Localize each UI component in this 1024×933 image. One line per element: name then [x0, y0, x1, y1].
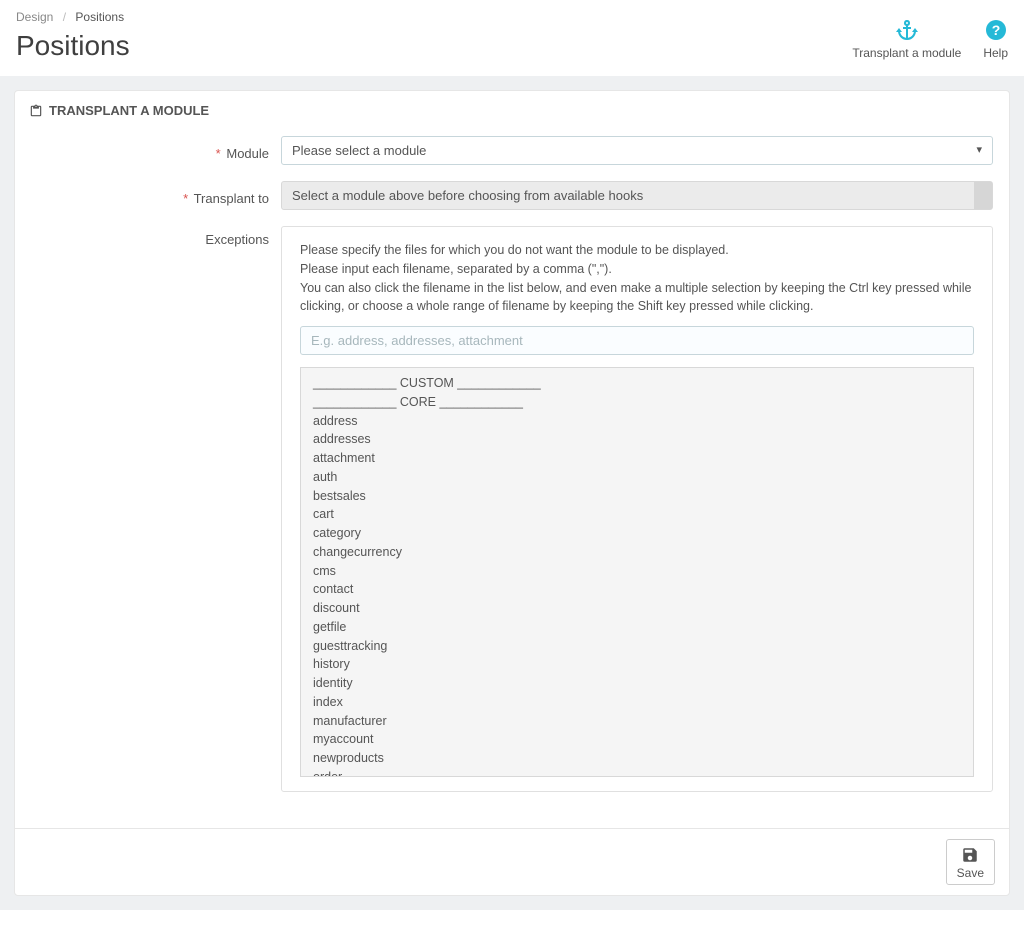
help-button[interactable]: ? Help [983, 18, 1008, 60]
svg-text:?: ? [991, 22, 1000, 38]
list-item[interactable]: ____________ CORE ____________ [311, 393, 963, 412]
form-row-module: * Module Please select a module [31, 136, 993, 165]
anchor-icon [895, 18, 919, 42]
save-icon [961, 846, 979, 864]
transplant-module-label: Transplant a module [852, 46, 961, 60]
panel-body: * Module Please select a module * Transp… [15, 130, 1009, 828]
list-item[interactable]: identity [311, 674, 963, 693]
save-button[interactable]: Save [946, 839, 995, 885]
list-item[interactable]: manufacturer [311, 712, 963, 731]
list-item[interactable]: auth [311, 468, 963, 487]
list-item[interactable]: myaccount [311, 730, 963, 749]
list-item[interactable]: history [311, 655, 963, 674]
exceptions-filter-input[interactable] [300, 326, 974, 355]
module-select[interactable]: Please select a module [281, 136, 993, 165]
exceptions-help: Please specify the files for which you d… [300, 241, 974, 316]
help-line-1: Please specify the files for which you d… [300, 241, 974, 260]
module-label: * Module [31, 140, 281, 161]
list-item[interactable]: addresses [311, 430, 963, 449]
list-item[interactable]: getfile [311, 618, 963, 637]
list-item[interactable]: category [311, 524, 963, 543]
header-actions: Transplant a module ? Help [852, 10, 1008, 60]
list-item[interactable]: guesttracking [311, 637, 963, 656]
list-item[interactable]: discount [311, 599, 963, 618]
exceptions-control-wrap: Please specify the files for which you d… [281, 226, 993, 792]
page-header: Design / Positions Positions Transplant … [0, 0, 1024, 76]
help-line-2: Please input each filename, separated by… [300, 260, 974, 279]
help-label: Help [983, 46, 1008, 60]
module-label-text: Module [226, 146, 269, 161]
required-marker: * [216, 146, 221, 161]
list-item[interactable]: attachment [311, 449, 963, 468]
list-item[interactable]: cart [311, 505, 963, 524]
exceptions-label: Exceptions [31, 226, 281, 247]
list-item[interactable]: order [311, 768, 963, 777]
exceptions-box: Please specify the files for which you d… [281, 226, 993, 792]
transplant-module-button[interactable]: Transplant a module [852, 18, 961, 60]
list-item[interactable]: address [311, 412, 963, 431]
panel-footer: Save [15, 828, 1009, 895]
content-area: TRANSPLANT A MODULE * Module Please sele… [0, 76, 1024, 910]
exceptions-file-list[interactable]: ____________ CUSTOM ____________________… [300, 367, 974, 777]
breadcrumb: Design / Positions [16, 10, 130, 24]
header-left: Design / Positions Positions [16, 10, 130, 62]
exceptions-label-text: Exceptions [205, 232, 269, 247]
panel-heading-text: TRANSPLANT A MODULE [49, 103, 209, 118]
help-icon: ? [984, 18, 1008, 42]
paste-icon [29, 104, 43, 118]
transplant-to-label: * Transplant to [31, 185, 281, 206]
breadcrumb-parent[interactable]: Design [16, 10, 53, 24]
save-button-label: Save [957, 866, 984, 880]
page-title: Positions [16, 30, 130, 62]
list-item[interactable]: bestsales [311, 487, 963, 506]
list-item[interactable]: changecurrency [311, 543, 963, 562]
breadcrumb-separator: / [63, 10, 66, 24]
transplant-to-label-text: Transplant to [194, 191, 269, 206]
help-line-3: You can also click the filename in the l… [300, 279, 974, 317]
transplant-to-control-wrap: Select a module above before choosing fr… [281, 181, 993, 210]
panel-heading: TRANSPLANT A MODULE [15, 91, 1009, 130]
list-item[interactable]: ____________ CUSTOM ____________ [311, 374, 963, 393]
list-item[interactable]: index [311, 693, 963, 712]
list-item[interactable]: newproducts [311, 749, 963, 768]
transplant-panel: TRANSPLANT A MODULE * Module Please sele… [14, 90, 1010, 896]
breadcrumb-current: Positions [75, 10, 124, 24]
list-item[interactable]: cms [311, 562, 963, 581]
form-row-exceptions: Exceptions Please specify the files for … [31, 226, 993, 792]
list-item[interactable]: contact [311, 580, 963, 599]
form-row-transplant-to: * Transplant to Select a module above be… [31, 181, 993, 210]
required-marker: * [183, 191, 188, 206]
module-control-wrap: Please select a module [281, 136, 993, 165]
transplant-to-select: Select a module above before choosing fr… [281, 181, 993, 210]
